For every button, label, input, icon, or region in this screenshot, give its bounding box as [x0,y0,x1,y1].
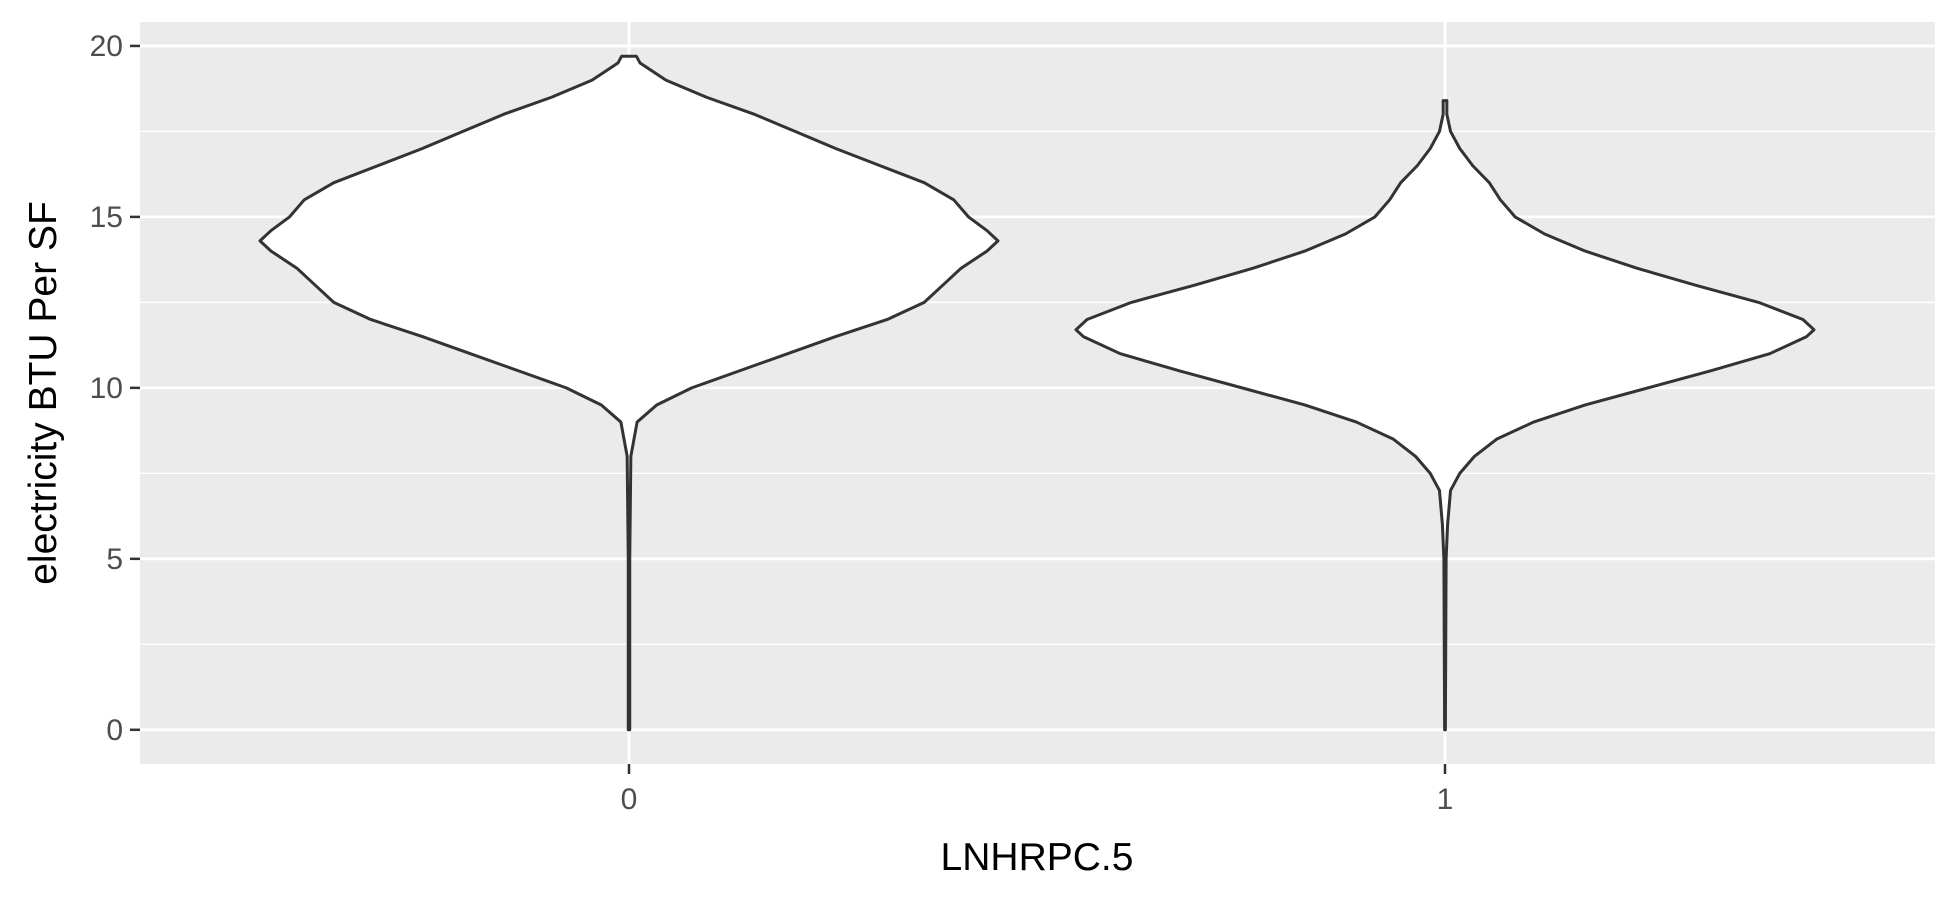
y-tick-label: 15 [90,201,123,234]
violins [258,54,1816,732]
x-tick-label: 0 [621,783,638,816]
y-tick-label: 10 [90,372,123,405]
y-axis: 0 5 10 15 20 [90,30,140,747]
x-axis-title: LNHRPC.5 [941,836,1134,879]
y-tick-label: 0 [106,714,123,747]
y-axis-title: electricity BTU Per SF [22,201,65,585]
violin-1 [1074,99,1816,732]
plot-panel [140,22,1935,764]
y-tick-label: 5 [106,543,123,576]
violin-0 [258,54,1000,732]
x-tick-label: 1 [1437,783,1454,816]
y-tick-label: 20 [90,30,123,63]
